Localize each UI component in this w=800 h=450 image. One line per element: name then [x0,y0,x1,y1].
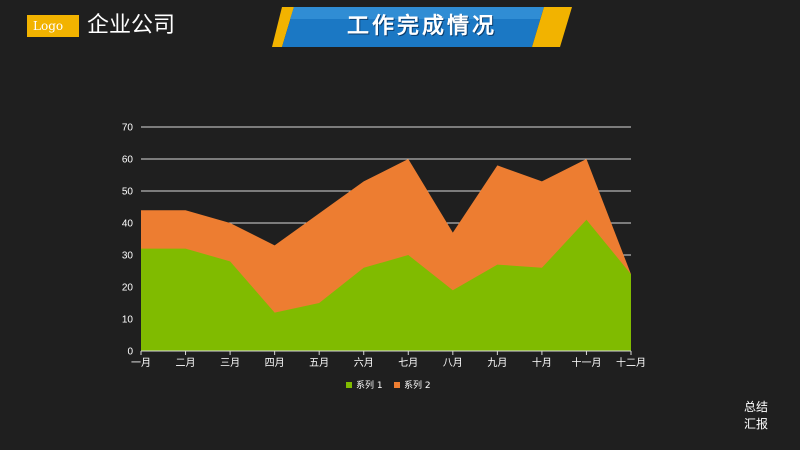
x-tick-label: 六月 [354,357,374,369]
y-tick-label: 30 [122,251,134,262]
x-tick-label: 二月 [176,357,196,369]
y-tick-label: 20 [122,283,134,294]
y-tick-label: 50 [122,187,134,198]
corner-line-1: 总结 [743,400,768,414]
x-tick-label: 十月 [532,356,552,369]
logo-badge: Logo [27,15,79,37]
y-tick-label: 60 [122,155,134,166]
y-tick-label: 0 [127,347,133,358]
x-tick-label: 十一月 [571,356,601,369]
x-tick-label: 五月 [309,357,329,369]
y-tick-label: 10 [122,315,134,326]
legend-label: 系列 1 [356,379,383,391]
page-title: 工作完成情况 [346,14,497,39]
legend-item-series-1: 系列 1 [346,379,383,391]
banner-right-accent [532,7,572,47]
x-tick-label: 一月 [131,357,151,369]
y-tick-label: 40 [122,219,134,230]
legend: 系列 1 系列 2 [346,379,431,391]
x-tick-label: 四月 [265,357,285,369]
banner-left-accent [272,7,294,47]
legend-swatch [346,382,352,388]
company-name: 企业公司 [87,13,176,38]
banner-highlight [290,7,544,19]
legend-item-series-2: 系列 2 [394,379,431,391]
y-tick-label: 70 [122,123,134,134]
x-tick-label: 三月 [220,357,240,369]
x-tick-label: 十二月 [616,356,646,369]
series-1-area [141,219,631,351]
corner-caption: 总结 汇报 [738,399,774,433]
x-tick-label: 九月 [487,357,507,369]
legend-swatch [394,382,400,388]
title-banner [272,7,572,47]
area-layer [141,159,631,351]
x-tick-label: 七月 [398,357,418,369]
axis-layer: 0 10 20 30 40 50 60 70 一月 二月 三月 四月 五月 六月 七月 八月 九月 十月 十一月 十二… [122,123,646,370]
corner-line-2: 汇报 [743,417,768,431]
legend-label: 系列 2 [404,379,431,391]
x-tick-label: 八月 [443,357,463,369]
